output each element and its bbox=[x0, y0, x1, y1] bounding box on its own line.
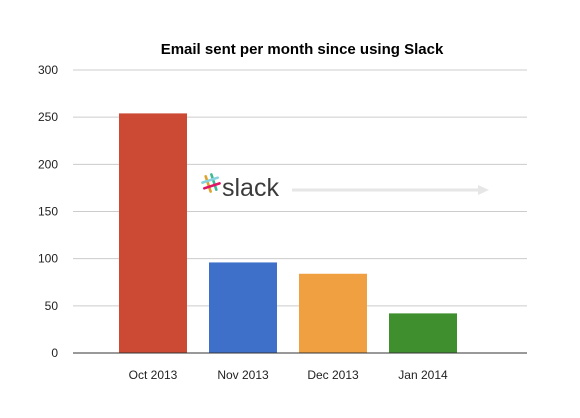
x-tick-label: Oct 2013 bbox=[129, 368, 178, 382]
y-tick-label: 250 bbox=[38, 110, 58, 124]
x-tick-label: Jan 2014 bbox=[398, 368, 448, 382]
x-tick-label: Nov 2013 bbox=[217, 368, 269, 382]
slack-logo: slack bbox=[201, 173, 279, 202]
bar bbox=[119, 113, 187, 353]
x-tick-label: Dec 2013 bbox=[307, 368, 359, 382]
y-tick-label: 200 bbox=[38, 157, 58, 171]
slack-hash-icon bbox=[201, 173, 221, 193]
y-tick-label: 150 bbox=[38, 205, 58, 219]
y-axis-ticks: 0 50 100 150 200 250 300 bbox=[38, 63, 58, 360]
y-tick-label: 50 bbox=[45, 299, 59, 313]
x-axis-ticks: Oct 2013 Nov 2013 Dec 2013 Jan 2014 bbox=[129, 368, 448, 382]
bars bbox=[119, 113, 457, 353]
y-tick-label: 0 bbox=[51, 346, 58, 360]
bar bbox=[299, 273, 367, 353]
y-tick-label: 100 bbox=[38, 252, 58, 266]
y-tick-label: 300 bbox=[38, 63, 58, 77]
slack-logo-text: slack bbox=[222, 174, 279, 202]
chart-title: Email sent per month since using Slack bbox=[161, 41, 444, 58]
bar bbox=[209, 262, 277, 353]
right-arrow-icon bbox=[292, 185, 489, 195]
bar bbox=[389, 313, 457, 353]
